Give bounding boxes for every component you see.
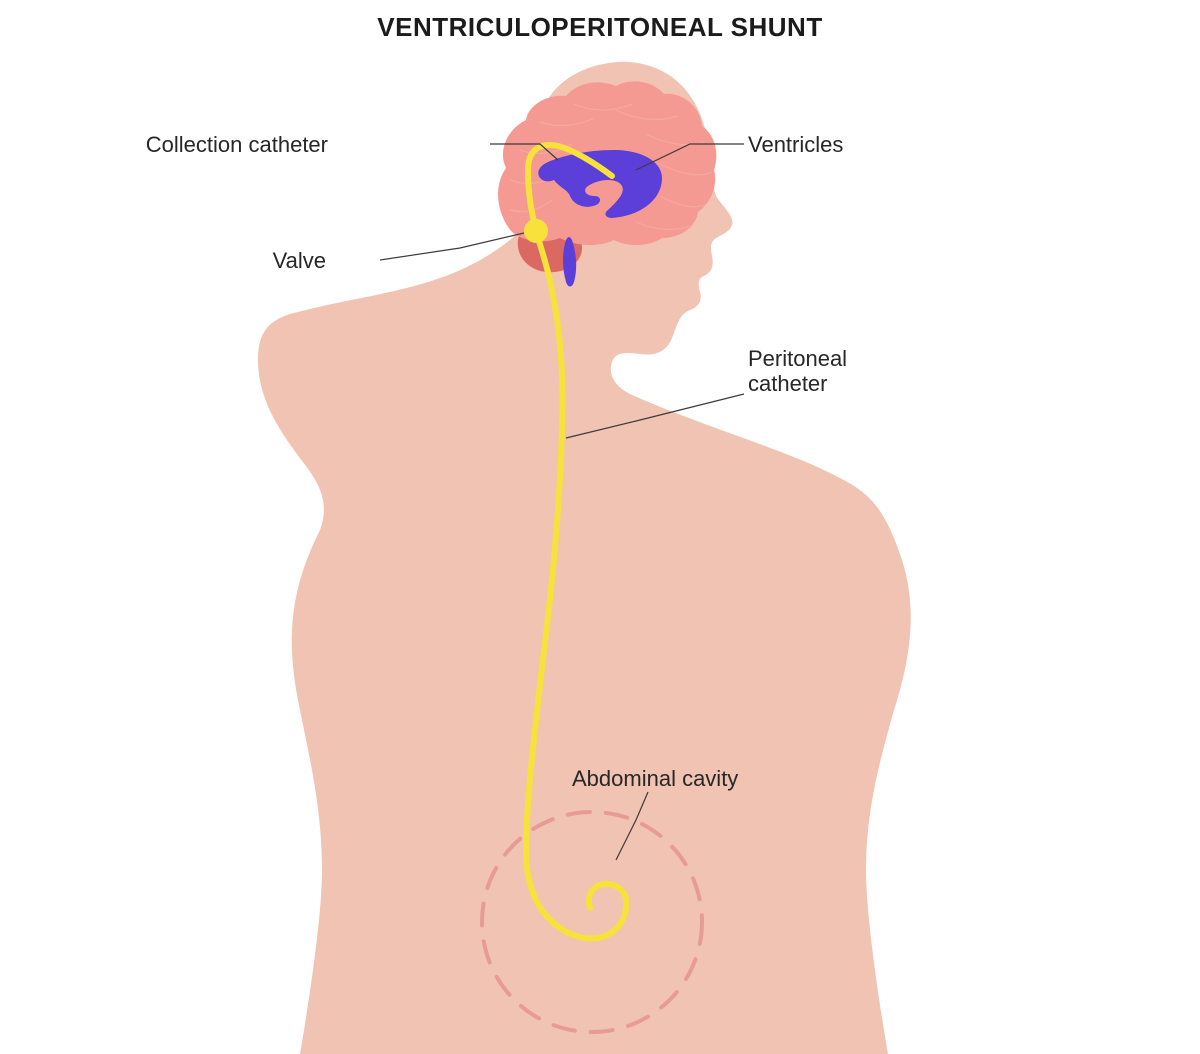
valve-circle — [524, 219, 548, 243]
label-peritoneal-catheter: Peritoneal catheter — [748, 346, 847, 397]
label-ventricles: Ventricles — [748, 132, 843, 157]
label-abdominal-cavity: Abdominal cavity — [572, 766, 738, 791]
anatomy-diagram — [0, 0, 1200, 1054]
label-collection-catheter: Collection catheter — [28, 132, 328, 157]
label-valve: Valve — [26, 248, 326, 273]
diagram-stage: VENTRICULOPERITONEAL SHUNT Collection ca… — [0, 0, 1200, 1054]
